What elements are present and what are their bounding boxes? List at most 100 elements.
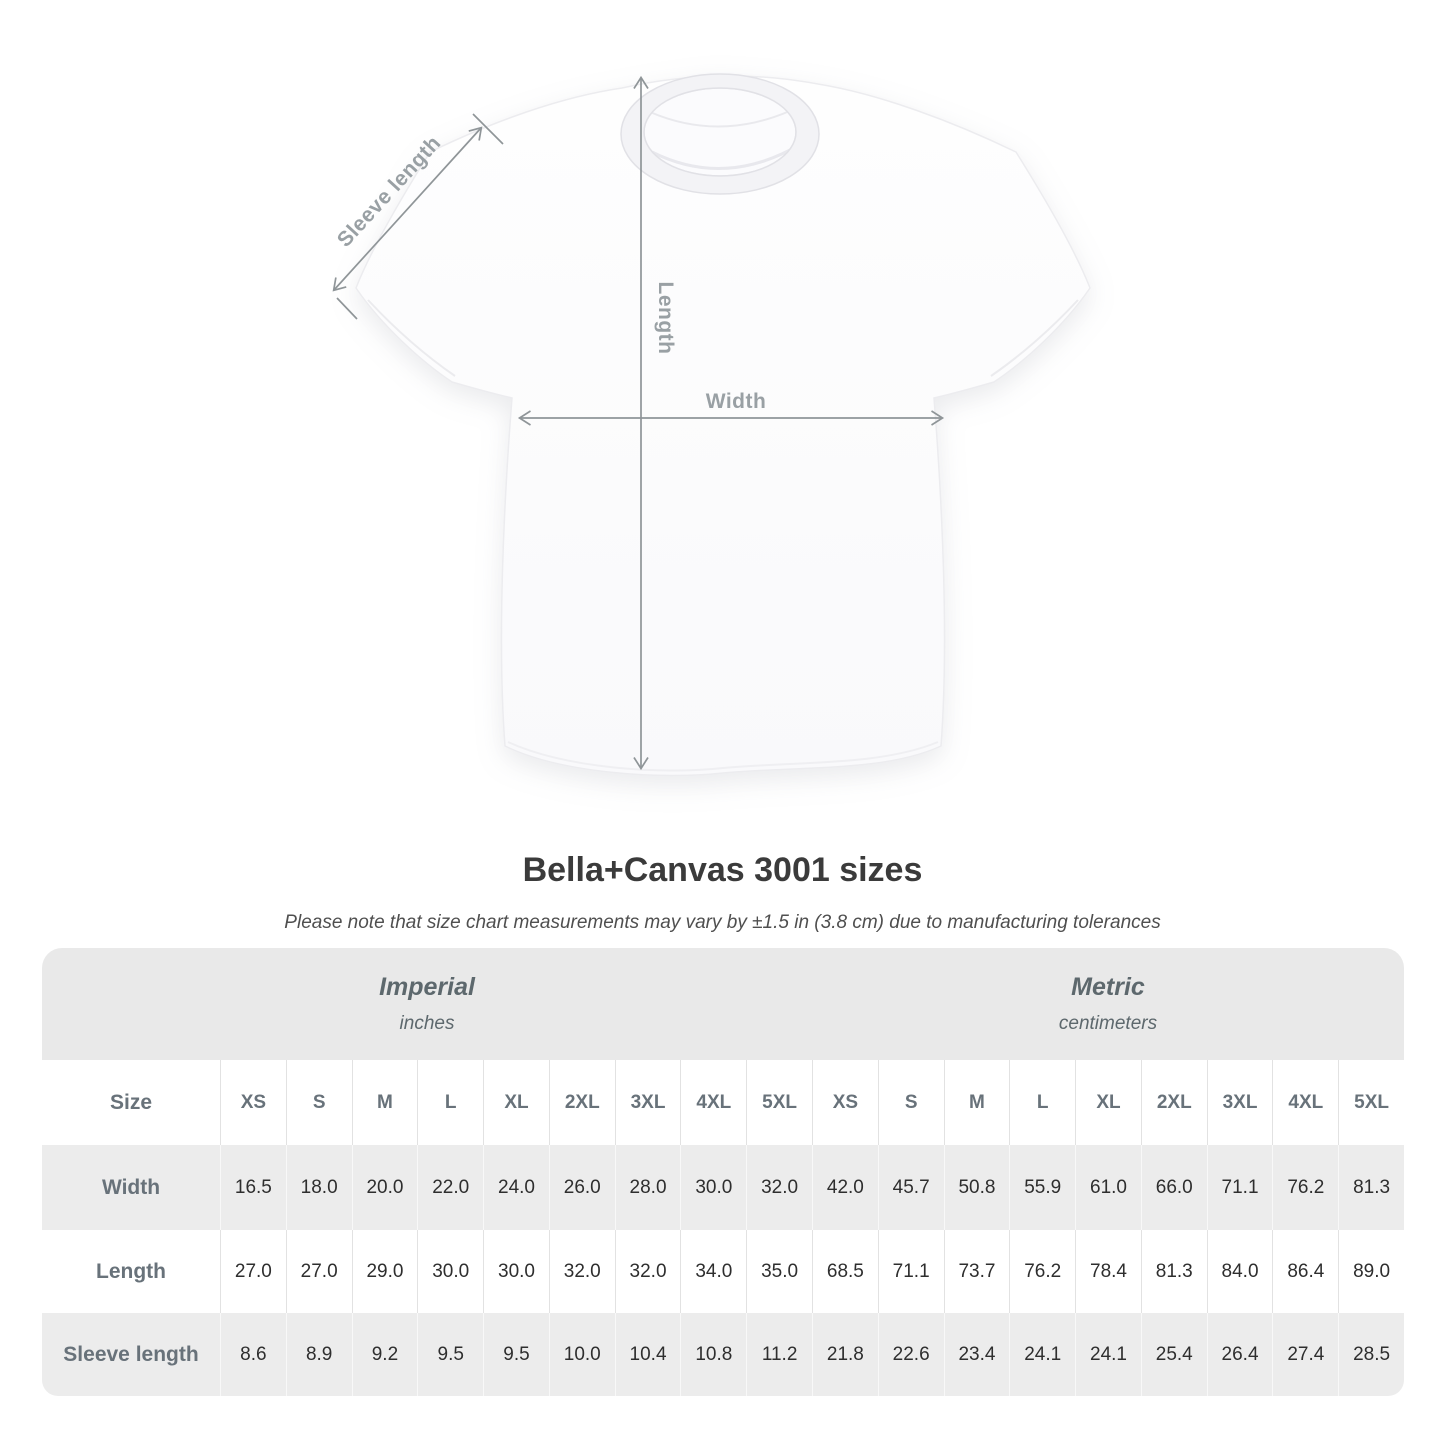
imperial-unit-header: Imperial inches bbox=[42, 948, 812, 1060]
value-sleeve-length-metric-m: 23.4 bbox=[943, 1313, 1010, 1396]
size-header-metric-4xl: 4XL bbox=[1272, 1060, 1339, 1145]
value-length-metric-xl: 78.4 bbox=[1075, 1230, 1141, 1313]
size-header-metric-3xl: 3XL bbox=[1206, 1060, 1273, 1145]
value-length-imperial-s: 27.0 bbox=[285, 1230, 352, 1313]
size-header-metric-s: S bbox=[877, 1060, 944, 1145]
width-label: Width bbox=[706, 390, 767, 413]
page-title: Bella+Canvas 3001 sizes bbox=[522, 851, 923, 889]
value-width-imperial-2xl: 26.0 bbox=[548, 1145, 615, 1230]
neck-inner-shadow bbox=[651, 148, 791, 170]
value-sleeve-length-imperial-s: 8.9 bbox=[285, 1313, 352, 1396]
size-header-imperial-5xl: 5XL bbox=[746, 1060, 812, 1145]
value-sleeve-length-imperial-4xl: 10.8 bbox=[680, 1313, 747, 1396]
value-length-metric-4xl: 86.4 bbox=[1272, 1230, 1339, 1313]
size-header-imperial-4xl: 4XL bbox=[680, 1060, 747, 1145]
length-label: Length bbox=[654, 282, 677, 355]
value-width-imperial-xl: 24.0 bbox=[483, 1145, 549, 1230]
row-label-sleeve-length: Sleeve length bbox=[42, 1313, 220, 1396]
size-header-imperial-xs: XS bbox=[220, 1060, 286, 1145]
value-sleeve-length-imperial-xs: 8.6 bbox=[220, 1313, 286, 1396]
size-header-imperial-3xl: 3XL bbox=[614, 1060, 681, 1145]
tshirt-size-diagram: Sleeve length Length Width bbox=[332, 73, 1091, 777]
value-sleeve-length-metric-s: 22.6 bbox=[877, 1313, 944, 1396]
size-header-imperial-2xl: 2XL bbox=[548, 1060, 615, 1145]
value-width-imperial-l: 22.0 bbox=[417, 1145, 484, 1230]
value-width-metric-s: 45.7 bbox=[877, 1145, 944, 1230]
value-sleeve-length-metric-3xl: 26.4 bbox=[1206, 1313, 1273, 1396]
value-width-metric-l: 55.9 bbox=[1009, 1145, 1076, 1230]
value-width-metric-xs: 42.0 bbox=[812, 1145, 878, 1230]
tshirt-collar bbox=[620, 73, 820, 195]
value-sleeve-length-imperial-m: 9.2 bbox=[351, 1313, 418, 1396]
size-header-imperial-l: L bbox=[417, 1060, 484, 1145]
imperial-label: Imperial bbox=[379, 973, 475, 1001]
value-sleeve-length-imperial-2xl: 10.0 bbox=[548, 1313, 615, 1396]
value-sleeve-length-imperial-xl: 9.5 bbox=[483, 1313, 549, 1396]
value-width-metric-4xl: 76.2 bbox=[1272, 1145, 1339, 1230]
value-width-imperial-4xl: 30.0 bbox=[680, 1145, 747, 1230]
value-width-imperial-5xl: 32.0 bbox=[746, 1145, 812, 1230]
value-length-metric-xs: 68.5 bbox=[812, 1230, 878, 1313]
value-length-imperial-5xl: 35.0 bbox=[746, 1230, 812, 1313]
bottom-hem-stitch bbox=[507, 741, 939, 772]
value-length-metric-5xl: 89.0 bbox=[1338, 1230, 1404, 1313]
size-header-metric-xs: XS bbox=[812, 1060, 878, 1145]
imperial-unit: inches bbox=[399, 1013, 455, 1034]
value-sleeve-length-metric-xl: 24.1 bbox=[1075, 1313, 1141, 1396]
value-sleeve-length-imperial-3xl: 10.4 bbox=[614, 1313, 681, 1396]
size-header-metric-2xl: 2XL bbox=[1140, 1060, 1207, 1145]
size-table: Imperial inches Metric centimeters Size X… bbox=[42, 948, 1404, 1396]
row-label-length: Length bbox=[42, 1230, 220, 1313]
value-width-metric-3xl: 71.1 bbox=[1206, 1145, 1273, 1230]
value-width-imperial-s: 18.0 bbox=[285, 1145, 352, 1230]
value-length-imperial-l: 30.0 bbox=[417, 1230, 484, 1313]
value-length-imperial-xl: 30.0 bbox=[483, 1230, 549, 1313]
value-length-imperial-2xl: 32.0 bbox=[548, 1230, 615, 1313]
sleeve-arrow-tick-top bbox=[472, 113, 504, 145]
size-header-imperial-m: M bbox=[351, 1060, 418, 1145]
value-length-metric-l: 76.2 bbox=[1009, 1230, 1076, 1313]
size-column-header: Size bbox=[42, 1060, 220, 1145]
value-sleeve-length-imperial-l: 9.5 bbox=[417, 1313, 484, 1396]
value-sleeve-length-metric-4xl: 27.4 bbox=[1272, 1313, 1339, 1396]
sleeve-length-arrow bbox=[332, 113, 504, 320]
value-length-metric-m: 73.7 bbox=[943, 1230, 1010, 1313]
page-subtitle: Please note that size chart measurements… bbox=[284, 912, 1161, 933]
value-length-imperial-m: 29.0 bbox=[351, 1230, 418, 1313]
value-length-imperial-4xl: 34.0 bbox=[680, 1230, 747, 1313]
value-sleeve-length-metric-xs: 21.8 bbox=[812, 1313, 878, 1396]
back-neck-seam bbox=[649, 109, 793, 128]
size-header-imperial-xl: XL bbox=[483, 1060, 549, 1145]
size-header-metric-l: L bbox=[1009, 1060, 1076, 1145]
value-sleeve-length-imperial-5xl: 11.2 bbox=[746, 1313, 812, 1396]
value-width-metric-5xl: 81.3 bbox=[1338, 1145, 1404, 1230]
measurement-arrows bbox=[332, 75, 945, 771]
size-header-metric-m: M bbox=[943, 1060, 1010, 1145]
value-width-metric-xl: 61.0 bbox=[1075, 1145, 1141, 1230]
value-sleeve-length-metric-5xl: 28.5 bbox=[1338, 1313, 1404, 1396]
value-length-metric-2xl: 81.3 bbox=[1140, 1230, 1207, 1313]
value-width-imperial-xs: 16.5 bbox=[220, 1145, 286, 1230]
metric-unit: centimeters bbox=[1058, 1013, 1158, 1034]
value-length-imperial-3xl: 32.0 bbox=[614, 1230, 681, 1313]
metric-label: Metric bbox=[1071, 973, 1145, 1001]
value-length-imperial-xs: 27.0 bbox=[220, 1230, 286, 1313]
value-length-metric-s: 71.1 bbox=[877, 1230, 944, 1313]
size-header-imperial-s: S bbox=[285, 1060, 352, 1145]
row-label-width: Width bbox=[42, 1145, 220, 1230]
value-width-metric-m: 50.8 bbox=[943, 1145, 1010, 1230]
metric-unit-header: Metric centimeters bbox=[812, 948, 1404, 1060]
value-sleeve-length-metric-l: 24.1 bbox=[1009, 1313, 1076, 1396]
size-header-metric-xl: XL bbox=[1075, 1060, 1141, 1145]
value-width-imperial-3xl: 28.0 bbox=[614, 1145, 681, 1230]
value-width-metric-2xl: 66.0 bbox=[1140, 1145, 1207, 1230]
value-width-imperial-m: 20.0 bbox=[351, 1145, 418, 1230]
value-length-metric-3xl: 84.0 bbox=[1206, 1230, 1273, 1313]
right-sleeve-hem bbox=[990, 299, 1079, 377]
size-header-metric-5xl: 5XL bbox=[1338, 1060, 1404, 1145]
left-sleeve-hem bbox=[367, 299, 456, 377]
tshirt-graphic bbox=[355, 73, 1091, 777]
sleeve-arrow-tick-bottom bbox=[336, 297, 358, 320]
value-sleeve-length-metric-2xl: 25.4 bbox=[1140, 1313, 1207, 1396]
